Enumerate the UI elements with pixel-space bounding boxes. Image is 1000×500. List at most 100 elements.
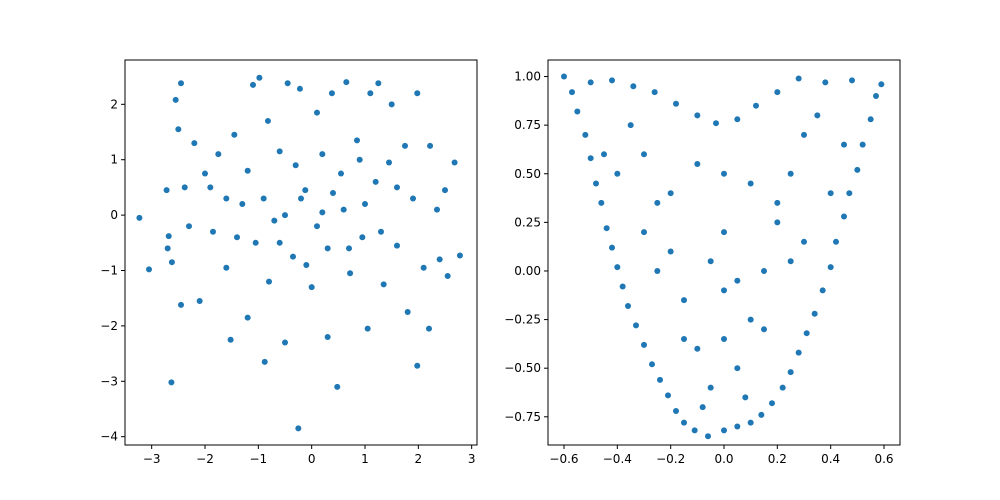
data-point: [284, 80, 291, 87]
data-point: [292, 162, 299, 169]
x-tick-label: 1: [361, 452, 369, 466]
data-point: [779, 384, 786, 391]
data-point: [414, 90, 421, 97]
data-point: [587, 79, 594, 86]
data-point: [334, 383, 341, 390]
data-point: [795, 75, 802, 82]
data-point: [375, 80, 382, 87]
x-tick-label: 0.2: [768, 452, 787, 466]
data-point: [244, 314, 251, 321]
data-point: [593, 180, 599, 187]
data-point: [827, 190, 834, 197]
data-point: [427, 142, 434, 149]
data-point: [878, 81, 885, 88]
data-point: [172, 96, 179, 103]
data-point: [164, 245, 171, 252]
data-point: [803, 330, 810, 337]
data-point: [178, 301, 184, 308]
y-tick-label: −2: [100, 319, 118, 333]
data-point: [340, 206, 347, 213]
data-point: [324, 245, 331, 252]
data-point: [380, 281, 387, 288]
data-point: [207, 184, 214, 191]
data-point: [721, 287, 727, 294]
x-tick-label: −1: [249, 452, 267, 466]
data-point: [630, 83, 637, 90]
data-point: [394, 184, 400, 191]
y-tick-label: −0.25: [504, 313, 541, 327]
data-point: [761, 267, 767, 274]
axes-frame: [547, 59, 901, 446]
data-point: [681, 336, 687, 343]
y-tick-label: −3: [100, 374, 118, 388]
data-point: [774, 219, 781, 226]
data-point: [244, 167, 251, 174]
data-point: [264, 117, 271, 124]
data-point: [867, 116, 874, 123]
data-point: [734, 116, 741, 123]
data-point: [641, 341, 647, 348]
data-point: [734, 365, 741, 372]
data-point: [721, 170, 727, 177]
data-point: [849, 77, 855, 84]
data-point: [854, 166, 861, 173]
data-point: [609, 244, 615, 251]
x-tick-label: 0: [308, 452, 316, 466]
data-point: [787, 258, 794, 265]
data-point: [734, 277, 741, 284]
data-point: [282, 339, 288, 346]
y-tick-label: 0.25: [514, 215, 541, 229]
data-point: [694, 345, 701, 352]
y-tick-label: −0.75: [504, 410, 541, 424]
data-point: [569, 89, 575, 96]
data-point: [665, 392, 671, 399]
data-point: [654, 199, 661, 206]
data-point: [651, 89, 658, 96]
data-point: [354, 137, 360, 144]
data-point: [456, 252, 463, 259]
data-point: [859, 141, 866, 148]
data-point: [822, 79, 829, 86]
x-tick-label: 2: [415, 452, 423, 466]
y-tick-label: −4: [100, 430, 118, 444]
data-point: [295, 425, 302, 432]
data-point: [774, 199, 781, 206]
data-point: [625, 302, 631, 309]
data-point: [603, 225, 610, 232]
data-point: [673, 100, 679, 107]
data-point: [175, 126, 182, 133]
data-point: [276, 148, 283, 155]
data-point: [681, 419, 687, 426]
data-point: [252, 239, 259, 246]
data-point: [694, 112, 701, 119]
data-point: [774, 89, 781, 96]
data-point: [707, 384, 714, 391]
data-point: [260, 195, 267, 202]
data-point: [451, 159, 458, 166]
scatter-panel-right: −0.6 −0.4 −0.2 0.0 0.2 0.4 0.6 −0.75 −0.50 −0.25 0…: [504, 59, 901, 466]
data-point: [619, 283, 626, 290]
data-point: [801, 238, 807, 245]
data-point: [841, 213, 847, 220]
data-point: [758, 411, 765, 418]
data-point: [587, 155, 594, 162]
data-point: [827, 264, 834, 271]
data-point: [239, 201, 246, 208]
data-point: [231, 131, 238, 138]
data-point: [873, 92, 879, 99]
data-point: [713, 120, 719, 127]
data-point: [598, 199, 605, 206]
data-point: [444, 273, 451, 280]
data-point: [328, 90, 335, 97]
data-point: [707, 258, 714, 265]
data-point: [667, 248, 674, 255]
data-point: [256, 74, 263, 81]
data-point: [769, 400, 775, 407]
data-point: [436, 256, 443, 263]
data-point: [819, 287, 826, 294]
data-point: [234, 234, 240, 241]
data-point: [359, 234, 366, 241]
data-point: [846, 190, 853, 197]
data-point: [388, 101, 395, 108]
data-point: [414, 362, 421, 369]
